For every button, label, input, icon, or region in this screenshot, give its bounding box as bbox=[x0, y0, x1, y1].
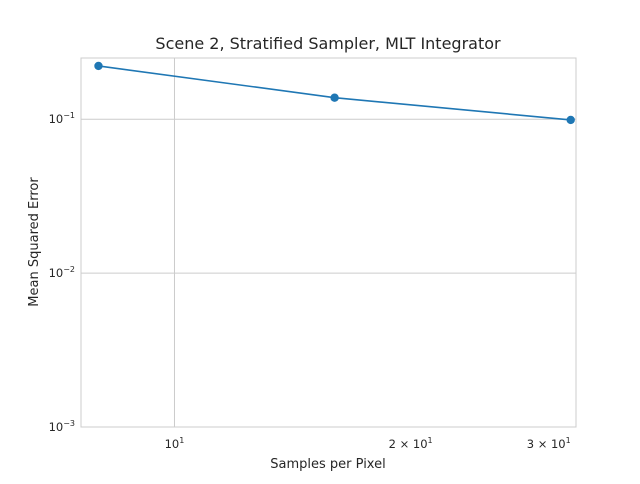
series-layer bbox=[94, 61, 575, 125]
y-axis-label: Mean Squared Error bbox=[27, 177, 42, 307]
x-tick-label-0: 101 bbox=[165, 436, 185, 451]
data-point-2 bbox=[566, 115, 575, 125]
plot-frame bbox=[80, 57, 577, 428]
x-tick-label-1: 2 × 101 bbox=[389, 436, 433, 451]
y-tick-labels: 10−3 10−2 10−1 bbox=[49, 111, 75, 434]
x-tick-labels: 101 2 × 101 3 × 101 bbox=[165, 436, 571, 451]
y-tick-label-0: 10−3 bbox=[49, 419, 75, 434]
y-tick-label-2: 10−1 bbox=[49, 111, 75, 126]
data-point-1 bbox=[330, 93, 339, 102]
y-tick-label-1: 10−2 bbox=[49, 265, 75, 280]
x-axis-label: Samples per Pixel bbox=[270, 457, 385, 472]
x-tick-label-2: 3 × 101 bbox=[527, 436, 571, 451]
chart-title: Scene 2, Stratified Sampler, MLT Integra… bbox=[155, 34, 501, 53]
data-point-0 bbox=[94, 61, 103, 71]
